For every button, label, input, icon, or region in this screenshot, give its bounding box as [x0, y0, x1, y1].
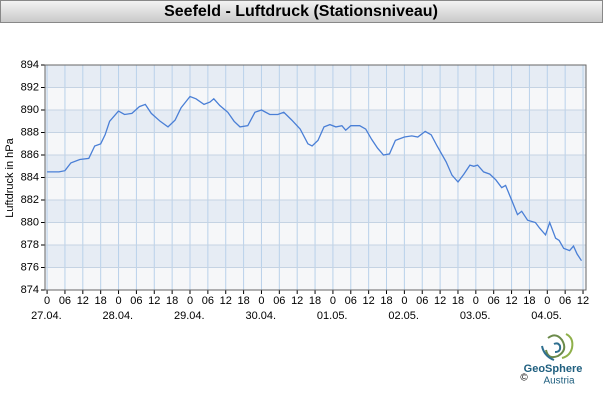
day-label: 30.04.: [245, 310, 276, 322]
x-tick-label: 06: [202, 295, 214, 307]
day-label: 03.05.: [460, 310, 491, 322]
y-tick-label: 888: [21, 126, 39, 138]
y-tick-label: 878: [21, 239, 39, 251]
y-tick-label: 884: [21, 171, 39, 183]
x-tick-label: 0: [473, 295, 479, 307]
copyright: ©: [520, 373, 528, 384]
x-tick-label: 06: [559, 295, 571, 307]
x-tick-label: 12: [77, 295, 89, 307]
x-tick-label: 0: [544, 295, 550, 307]
x-tick-label: 18: [95, 295, 107, 307]
x-tick-label: 0: [44, 295, 50, 307]
chart-title: Seefeld - Luftdruck (Stationsniveau): [164, 3, 438, 20]
x-tick-label: 06: [345, 295, 357, 307]
x-tick-label: 18: [523, 295, 535, 307]
day-label: 04.05.: [531, 310, 562, 322]
logo-sub: Austria: [543, 376, 575, 387]
y-tick-label: 894: [21, 59, 39, 71]
x-tick-label: 12: [363, 295, 375, 307]
x-tick-label: 12: [148, 295, 160, 307]
plot-area: 0 06 12 18 0 06 12 18 0 06 12 18 0 06 12 18 0 06 12 18 0 06 12…: [21, 59, 590, 322]
day-label: 28.04.: [103, 310, 134, 322]
x-tick-label: 18: [380, 295, 392, 307]
x-tick-label: 0: [115, 295, 121, 307]
x-tick-label: 12: [220, 295, 232, 307]
day-label: 29.04.: [174, 310, 205, 322]
y-tick-label: 874: [21, 284, 39, 296]
x-tick-label: 12: [434, 295, 446, 307]
y-tick-label: 886: [21, 149, 39, 161]
logo-name: GeoSphere: [524, 363, 583, 375]
x-tick-label: 0: [258, 295, 264, 307]
y-tick-label: 882: [21, 194, 39, 206]
x-tick-label: 18: [237, 295, 249, 307]
x-tick-label: 06: [59, 295, 71, 307]
y-tick-label: 890: [21, 104, 39, 116]
x-tick-label: 12: [291, 295, 303, 307]
y-tick-label: 892: [21, 81, 39, 93]
x-tick-label: 06: [488, 295, 500, 307]
x-tick-label: 18: [452, 295, 464, 307]
data-line: [47, 95, 583, 262]
x-tick-label: 12: [577, 295, 589, 307]
logo-icon: [541, 333, 574, 361]
day-label: 27.04.: [31, 310, 62, 322]
x-tick-label: 0: [330, 295, 336, 307]
plot-border: [44, 64, 587, 291]
y-axis-label: Luftdruck in hPa: [4, 137, 16, 217]
x-tick-label: 18: [309, 295, 321, 307]
x-tick-label: 06: [416, 295, 428, 307]
day-label: 02.05.: [388, 310, 419, 322]
x-tick-label: 0: [401, 295, 407, 307]
x-tick-label: 06: [130, 295, 142, 307]
y-tick-label: 880: [21, 216, 39, 228]
y-tick-label: 876: [21, 261, 39, 273]
x-tick-label: 06: [273, 295, 285, 307]
x-tick-label: 18: [166, 295, 178, 307]
x-tick-label: 0: [187, 295, 193, 307]
x-tick-label: 12: [505, 295, 517, 307]
day-label: 01.05.: [317, 310, 348, 322]
